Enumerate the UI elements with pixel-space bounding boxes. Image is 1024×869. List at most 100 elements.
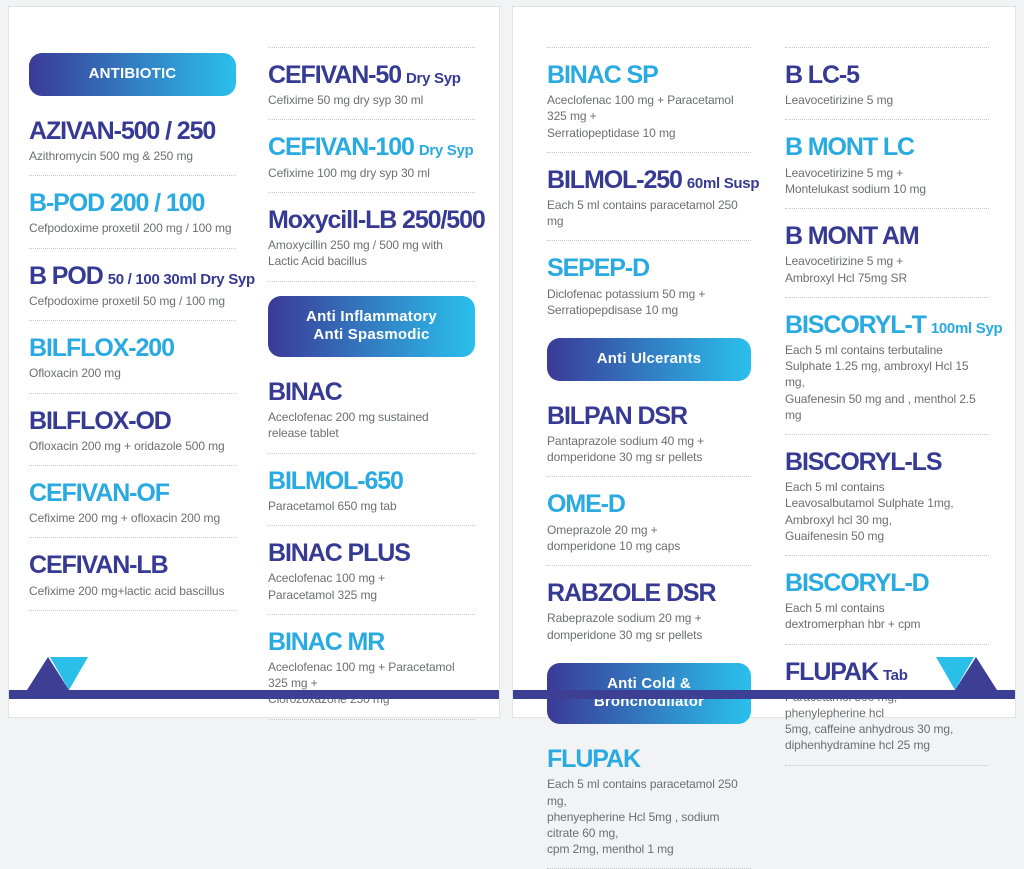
divider	[268, 525, 475, 527]
product-name-text: AZIVAN-500 / 250	[29, 116, 216, 145]
product-entry: AZIVAN-500 / 250 Azithromycin 500 mg & 25…	[29, 118, 236, 164]
product-entry: BILPAN DSR Pantaprazole sodium 40 mg + do…	[547, 403, 751, 466]
product-entry: CEFIVAN-100 Dry Syp Cefixime 100 mg dry sy…	[268, 134, 475, 180]
product-name: CEFIVAN-OF	[29, 480, 236, 506]
product-description: Each 5 ml contains Leavosalbutamol Sulph…	[785, 480, 954, 543]
divider	[29, 320, 236, 322]
product-description: Azithromycin 500 mg & 250 mg	[29, 149, 193, 163]
spacer	[547, 318, 751, 332]
divider	[29, 537, 236, 539]
product-name-text: BINAC	[268, 378, 343, 406]
product-name: B POD 50 / 100 30ml Dry Syp	[29, 261, 255, 290]
divider	[29, 609, 236, 611]
product-name: OME-D	[547, 491, 751, 517]
product-name-text: BILFLOX-OD	[29, 406, 172, 435]
product-description: Cefpodoxime proxetil 50 mg / 100 mg	[29, 293, 225, 308]
product-name: BINAC MR	[268, 629, 475, 655]
product-name: BILFLOX-OD	[29, 406, 236, 435]
divider	[268, 452, 475, 454]
product-description: Diclofenac potassium 50 mg + Serratiopep…	[547, 286, 706, 317]
divider	[547, 151, 751, 153]
product-name-text: SEPEP-D	[547, 254, 650, 283]
product-name: BINAC SP	[547, 62, 751, 88]
product-name-text: FLUPAK	[547, 745, 641, 774]
product-name: B MONT AM	[785, 223, 989, 249]
product-entry: B MONT LC Leavocetirizine 5 mg + Monteluk…	[785, 134, 989, 197]
product-name: CEFIVAN-100 Dry Syp	[268, 134, 475, 160]
product-name-text: B-POD 200 / 100	[29, 189, 205, 218]
divider	[268, 47, 475, 48]
product-entry: BILMOL-650 Paracetamol 650 mg tab	[268, 468, 475, 514]
product-name-text: B MONT LC	[785, 133, 915, 162]
product-description: Aceclofenac 100 mg + Paracetamol 325 mg …	[268, 659, 455, 707]
product-name: BILFLOX-200	[29, 335, 236, 361]
product-name-suffix: 50 / 100 30ml Dry Syp	[107, 270, 255, 288]
product-column: CEFIVAN-50 Dry Syp Cefixime 50 mg dry syp …	[268, 47, 486, 720]
divider	[547, 240, 751, 242]
product-name-text: B POD	[29, 261, 104, 290]
triangle-motif-icon	[27, 657, 88, 690]
divider	[29, 175, 236, 177]
divider	[268, 613, 475, 615]
product-description: Ofloxacin 200 mg	[29, 366, 121, 381]
divider	[785, 764, 989, 766]
product-name-text: BISCORYL-T	[785, 310, 927, 339]
product-name-suffix: Dry Syp	[406, 70, 461, 87]
product-description: Each 5 ml contains dextromerphan hbr + c…	[785, 601, 921, 632]
product-description: Each 5 ml contains terbutaline Sulphate …	[785, 342, 976, 422]
product-description: Pantaprazole sodium 40 mg + domperidone …	[547, 434, 705, 465]
product-name-suffix: Tab	[882, 666, 908, 684]
product-description: Amoxycillin 250 mg / 500 mg with Lactic …	[268, 238, 443, 269]
product-name-text: FLUPAK	[785, 657, 879, 686]
product-name-text: BISCORYL-D	[785, 568, 930, 597]
product-name-text: CEFIVAN-100	[268, 133, 415, 162]
product-name-text: CEFIVAN-LB	[29, 551, 169, 580]
divider	[268, 280, 475, 282]
divider	[547, 476, 751, 478]
product-name: BINAC PLUS	[268, 540, 475, 566]
product-name-suffix: 100ml Syp	[930, 319, 1003, 337]
divider	[547, 47, 751, 48]
product-entry: BILFLOX-200 Ofloxacin 200 mg	[29, 335, 236, 381]
divider	[785, 554, 989, 556]
product-description: Cefixime 50 mg dry syp 30 ml	[268, 93, 424, 108]
product-name: FLUPAK	[547, 746, 751, 772]
product-name: BISCORYL-T 100ml Syp	[785, 310, 1003, 339]
product-name: B MONT LC	[785, 134, 989, 160]
category-pill: Anti Ulcerants	[547, 338, 751, 381]
divider	[547, 565, 751, 567]
product-name: RABZOLE DSR	[547, 580, 751, 606]
product-entry: BILFLOX-OD Ofloxacin 200 mg + oridazole 5…	[29, 406, 236, 454]
product-name: FLUPAK Tab	[785, 657, 989, 686]
product-name-text: OME-D	[547, 490, 626, 519]
product-entry: BISCORYL-D Each 5 ml contains dextromerph…	[785, 570, 989, 633]
product-name-text: BILPAN DSR	[547, 401, 688, 430]
divider	[29, 392, 236, 394]
product-name-text: BILFLOX-200	[29, 334, 175, 363]
product-name-suffix: 60ml Susp	[686, 174, 760, 192]
product-description: Aceclofenac 100 mg + Paracetamol 325 mg …	[547, 93, 734, 140]
footer-bar	[9, 690, 499, 699]
page-columns: BINAC SP Aceclofenac 100 mg + Paracetamol…	[513, 7, 1015, 869]
divider	[785, 119, 989, 121]
product-entry: BISCORYL-LS Each 5 ml contains Leavosalbu…	[785, 449, 989, 544]
product-description: Aceclofenac 100 mg + Paracetamol 325 mg	[268, 571, 386, 602]
product-name: B-POD 200 / 100	[29, 190, 236, 216]
divider	[785, 643, 989, 645]
product-column: ANTIBIOTIC AZIVAN-500 / 250 Azithromycin 5…	[29, 47, 255, 647]
product-entry: CEFIVAN-50 Dry Syp Cefixime 50 mg dry syp …	[268, 62, 475, 108]
product-name: BINAC	[268, 379, 475, 405]
product-description: Aceclofenac 200 mg sustained release tab…	[268, 410, 429, 441]
product-entry: CEFIVAN-LB Cefixime 200 mg+lactic acid ba…	[29, 552, 236, 598]
product-name-text: BILMOL-250	[547, 165, 683, 194]
product-entry: BINAC SP Aceclofenac 100 mg + Paracetamol…	[547, 62, 751, 141]
product-description: Cefixime 100 mg dry syp 30 ml	[268, 165, 430, 180]
spacer	[547, 643, 751, 657]
product-entry: FLUPAK Each 5 ml contains paracetamol 250…	[547, 746, 751, 857]
product-name-text: Moxycill-LB 250/500	[268, 205, 486, 234]
category-pill-label: Anti Ulcerants	[596, 350, 702, 368]
product-entry: OME-D Omeprazole 20 mg + domperidone 10 m…	[547, 491, 751, 554]
product-entry: B MONT AM Leavocetirizine 5 mg + Ambroxyl…	[785, 223, 989, 286]
product-name: BISCORYL-D	[785, 570, 989, 596]
divider	[268, 119, 475, 121]
